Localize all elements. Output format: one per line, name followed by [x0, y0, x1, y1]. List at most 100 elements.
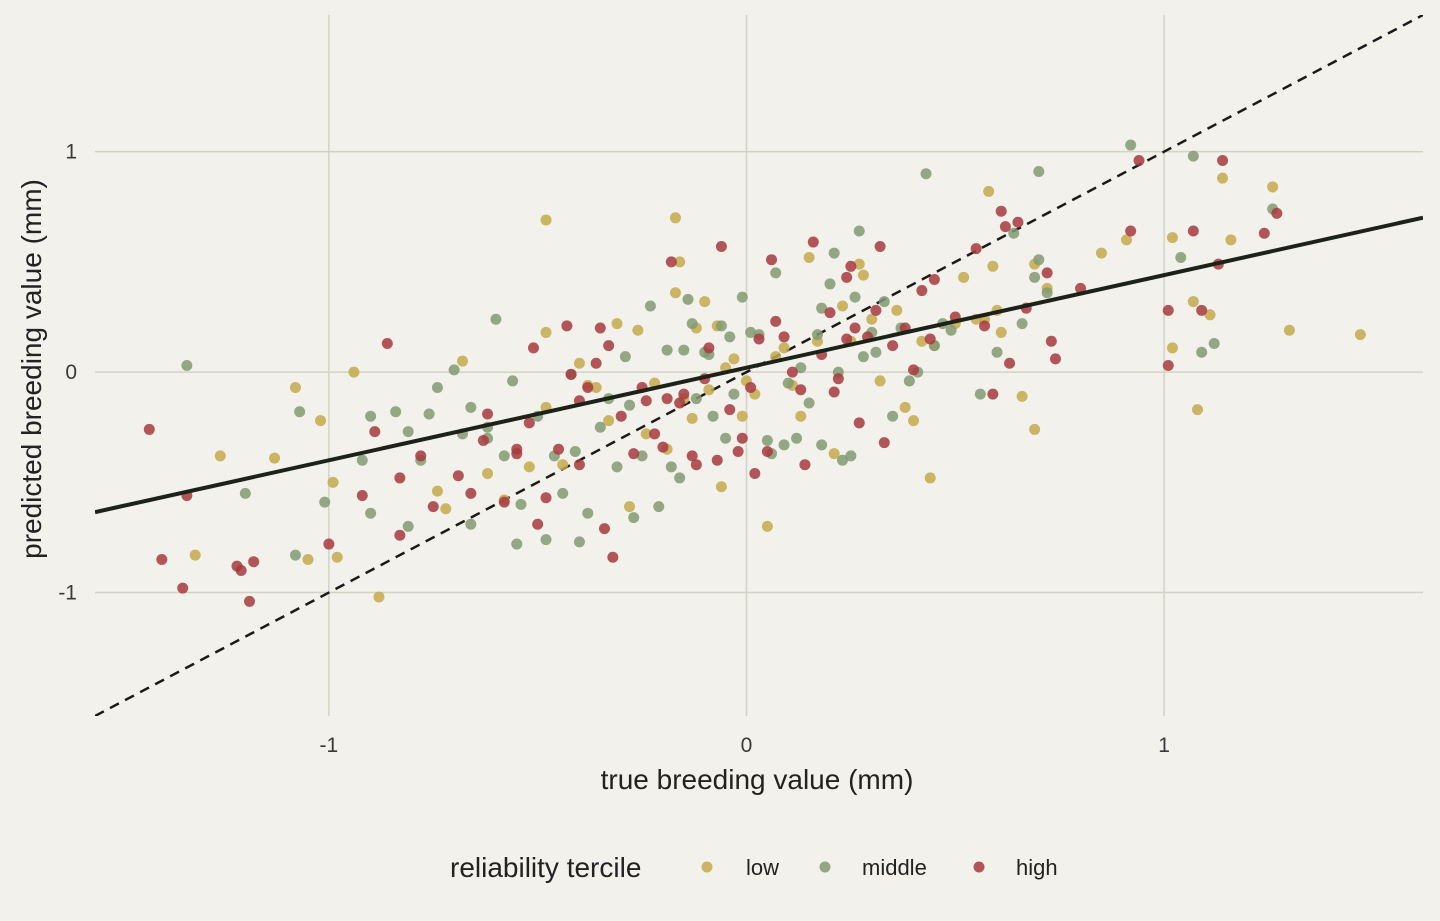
data-point-high	[995, 205, 1007, 217]
data-point-high	[703, 342, 715, 354]
data-point-low	[331, 551, 343, 563]
data-point-middle	[903, 375, 915, 387]
data-point-high	[690, 459, 702, 471]
data-point-high	[477, 434, 489, 446]
data-point-high	[156, 553, 168, 565]
data-point-middle	[849, 291, 861, 303]
data-point-middle	[1196, 346, 1208, 358]
data-point-low	[1166, 232, 1178, 244]
data-point-high	[736, 432, 748, 444]
data-point-low	[1204, 309, 1216, 321]
data-point-middle	[745, 326, 757, 338]
data-point-high	[1125, 225, 1137, 237]
data-point-high	[527, 342, 539, 354]
data-point-middle	[1029, 271, 1041, 283]
data-point-high	[553, 443, 565, 455]
data-point-high	[381, 337, 393, 349]
series-middle	[181, 139, 1279, 561]
data-point-high	[979, 320, 991, 332]
data-point-high	[761, 445, 773, 457]
legend-title: reliability tercile	[450, 852, 641, 883]
data-point-middle	[319, 496, 331, 508]
data-point-low	[1029, 423, 1041, 435]
data-point-middle	[816, 439, 828, 451]
data-point-middle	[402, 426, 414, 438]
data-point-high	[323, 538, 335, 550]
data-point-low	[289, 382, 301, 394]
data-point-low	[540, 326, 552, 338]
data-point-high	[427, 501, 439, 513]
data-point-high	[1041, 267, 1053, 279]
data-point-middle	[770, 267, 782, 279]
data-point-high	[1196, 304, 1208, 316]
data-point-low	[327, 476, 339, 488]
data-point-middle	[289, 549, 301, 561]
data-point-high	[603, 340, 615, 352]
data-point-low	[866, 313, 878, 325]
data-point-low	[1283, 324, 1295, 336]
data-point-high	[1012, 216, 1024, 228]
data-point-high	[778, 331, 790, 343]
data-point-high	[598, 523, 610, 535]
data-point-middle	[448, 364, 460, 376]
data-point-low	[603, 415, 615, 427]
data-point-high	[916, 285, 928, 297]
data-point-low	[828, 448, 840, 460]
data-point-low	[699, 296, 711, 308]
data-point-low	[958, 271, 970, 283]
data-point-high	[987, 388, 999, 400]
data-point-middle	[845, 450, 857, 462]
data-point-middle	[431, 382, 443, 394]
data-point-high	[724, 404, 736, 416]
data-point-middle	[761, 434, 773, 446]
data-point-high	[356, 490, 368, 502]
data-point-middle	[1041, 287, 1053, 299]
data-point-low	[995, 326, 1007, 338]
data-point-middle	[515, 498, 527, 510]
data-point-high	[640, 395, 652, 407]
data-points	[143, 139, 1366, 607]
data-point-middle	[573, 536, 585, 548]
data-point-high	[824, 307, 836, 319]
data-point-middle	[611, 461, 623, 473]
data-point-middle	[811, 329, 823, 341]
data-point-high	[686, 450, 698, 462]
data-point-middle	[690, 393, 702, 405]
data-point-middle	[636, 450, 648, 462]
legend-key-middle	[819, 861, 831, 873]
data-point-middle	[619, 351, 631, 363]
data-point-high	[878, 437, 890, 449]
data-point-middle	[181, 360, 193, 371]
data-point-middle	[624, 399, 636, 411]
data-point-low	[669, 287, 681, 299]
data-point-high	[615, 410, 627, 422]
data-point-low	[1016, 390, 1028, 402]
data-point-high	[1004, 357, 1016, 369]
data-point-middle	[653, 501, 665, 513]
data-point-low	[214, 450, 226, 462]
data-point-high	[887, 340, 899, 352]
data-point-low	[715, 481, 727, 493]
x-tick-label: -1	[320, 734, 339, 757]
data-point-low	[674, 256, 686, 268]
data-point-middle	[791, 432, 803, 444]
data-point-low	[891, 304, 903, 316]
data-point-middle	[511, 538, 523, 550]
data-point-middle	[795, 362, 807, 374]
data-point-high	[1050, 353, 1062, 365]
data-point-middle	[887, 410, 899, 422]
data-point-middle	[782, 377, 794, 389]
data-point-middle	[920, 168, 932, 180]
data-point-high	[711, 454, 723, 466]
data-point-middle	[540, 534, 552, 546]
data-point-high	[732, 445, 744, 457]
data-point-high	[498, 496, 510, 508]
data-point-low	[373, 591, 385, 603]
data-point-low	[302, 553, 314, 565]
data-point-high	[594, 322, 606, 334]
data-point-low	[1187, 296, 1199, 308]
data-point-low	[431, 485, 443, 497]
data-point-high	[523, 417, 535, 429]
data-point-high	[753, 333, 765, 345]
data-point-high	[394, 472, 406, 484]
